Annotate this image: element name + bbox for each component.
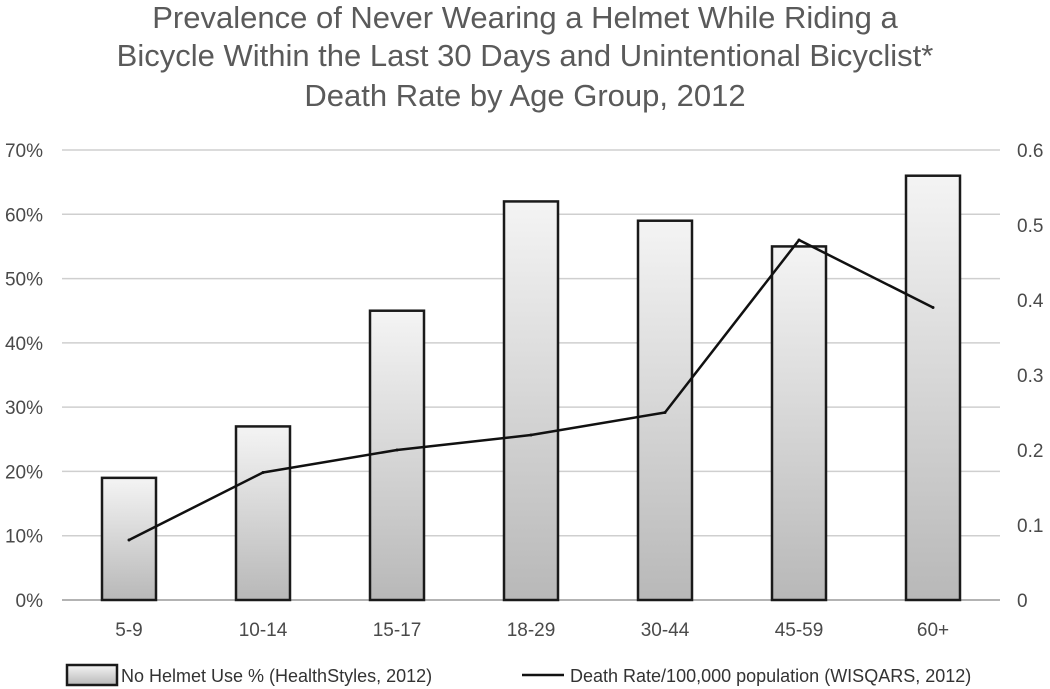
line-point <box>127 538 131 542</box>
x-tick-label: 18-29 <box>507 620 556 641</box>
line-point <box>529 433 533 437</box>
chart-title-line-3: Death Rate by Age Group, 2012 <box>304 78 746 113</box>
line-point <box>261 471 265 474</box>
legend-bar-swatch <box>65 663 119 687</box>
line-point <box>797 238 801 242</box>
right-tick-label: 0.2 <box>1017 441 1043 462</box>
x-tick-label: 5-9 <box>115 620 142 641</box>
right-tick-label: 0.3 <box>1017 366 1043 387</box>
legend-line-label: Death Rate/100,000 population (WISQARS, … <box>570 666 971 686</box>
bar <box>234 425 292 602</box>
right-tick-label: 0 <box>1017 591 1028 612</box>
left-tick-label: 40% <box>5 334 43 355</box>
x-tick-label: 60+ <box>917 620 949 641</box>
right-tick-label: 0.4 <box>1017 291 1044 312</box>
left-tick-label: 20% <box>5 462 43 483</box>
bar <box>904 174 962 602</box>
left-tick-label: 70% <box>5 141 43 162</box>
chart-title-line-1: Prevalence of Never Wearing a Helmet Whi… <box>152 0 898 35</box>
line-point <box>395 448 399 452</box>
chart-title-line-2: Bicycle Within the Last 30 Days and Unin… <box>116 38 934 73</box>
x-axis-ticks: 5-9 10-14 15-17 18-29 30-44 45-59 60+ <box>115 620 949 641</box>
x-tick-label: 15-17 <box>373 620 422 641</box>
right-tick-label: 0.6 <box>1017 141 1043 162</box>
bar <box>770 245 828 602</box>
bar <box>368 309 426 602</box>
right-axis-ticks: 0 0.1 0.2 0.3 0.4 0.5 0.6 <box>1017 141 1044 612</box>
legend: No Helmet Use % (HealthStyles, 2012) Dea… <box>65 663 971 687</box>
bar <box>502 200 560 602</box>
x-tick-label: 30-44 <box>641 620 690 641</box>
left-axis-ticks: 0% 10% 20% 30% 40% 50% 60% 70% <box>5 141 43 612</box>
bar <box>100 476 158 602</box>
x-tick-label: 10-14 <box>239 620 288 641</box>
x-tick-label: 45-59 <box>775 620 824 641</box>
bar-series <box>100 174 962 602</box>
left-tick-label: 50% <box>5 270 43 291</box>
legend-bar-label: No Helmet Use % (HealthStyles, 2012) <box>121 666 432 686</box>
left-tick-label: 60% <box>5 205 43 226</box>
left-tick-label: 0% <box>16 591 44 612</box>
right-tick-label: 0.5 <box>1017 216 1043 237</box>
line-point <box>931 306 935 309</box>
line-point <box>663 411 667 414</box>
line-series <box>127 238 935 542</box>
left-tick-label: 30% <box>5 398 43 419</box>
right-tick-label: 0.1 <box>1017 516 1043 537</box>
bar <box>636 219 694 602</box>
left-tick-label: 10% <box>5 527 43 548</box>
